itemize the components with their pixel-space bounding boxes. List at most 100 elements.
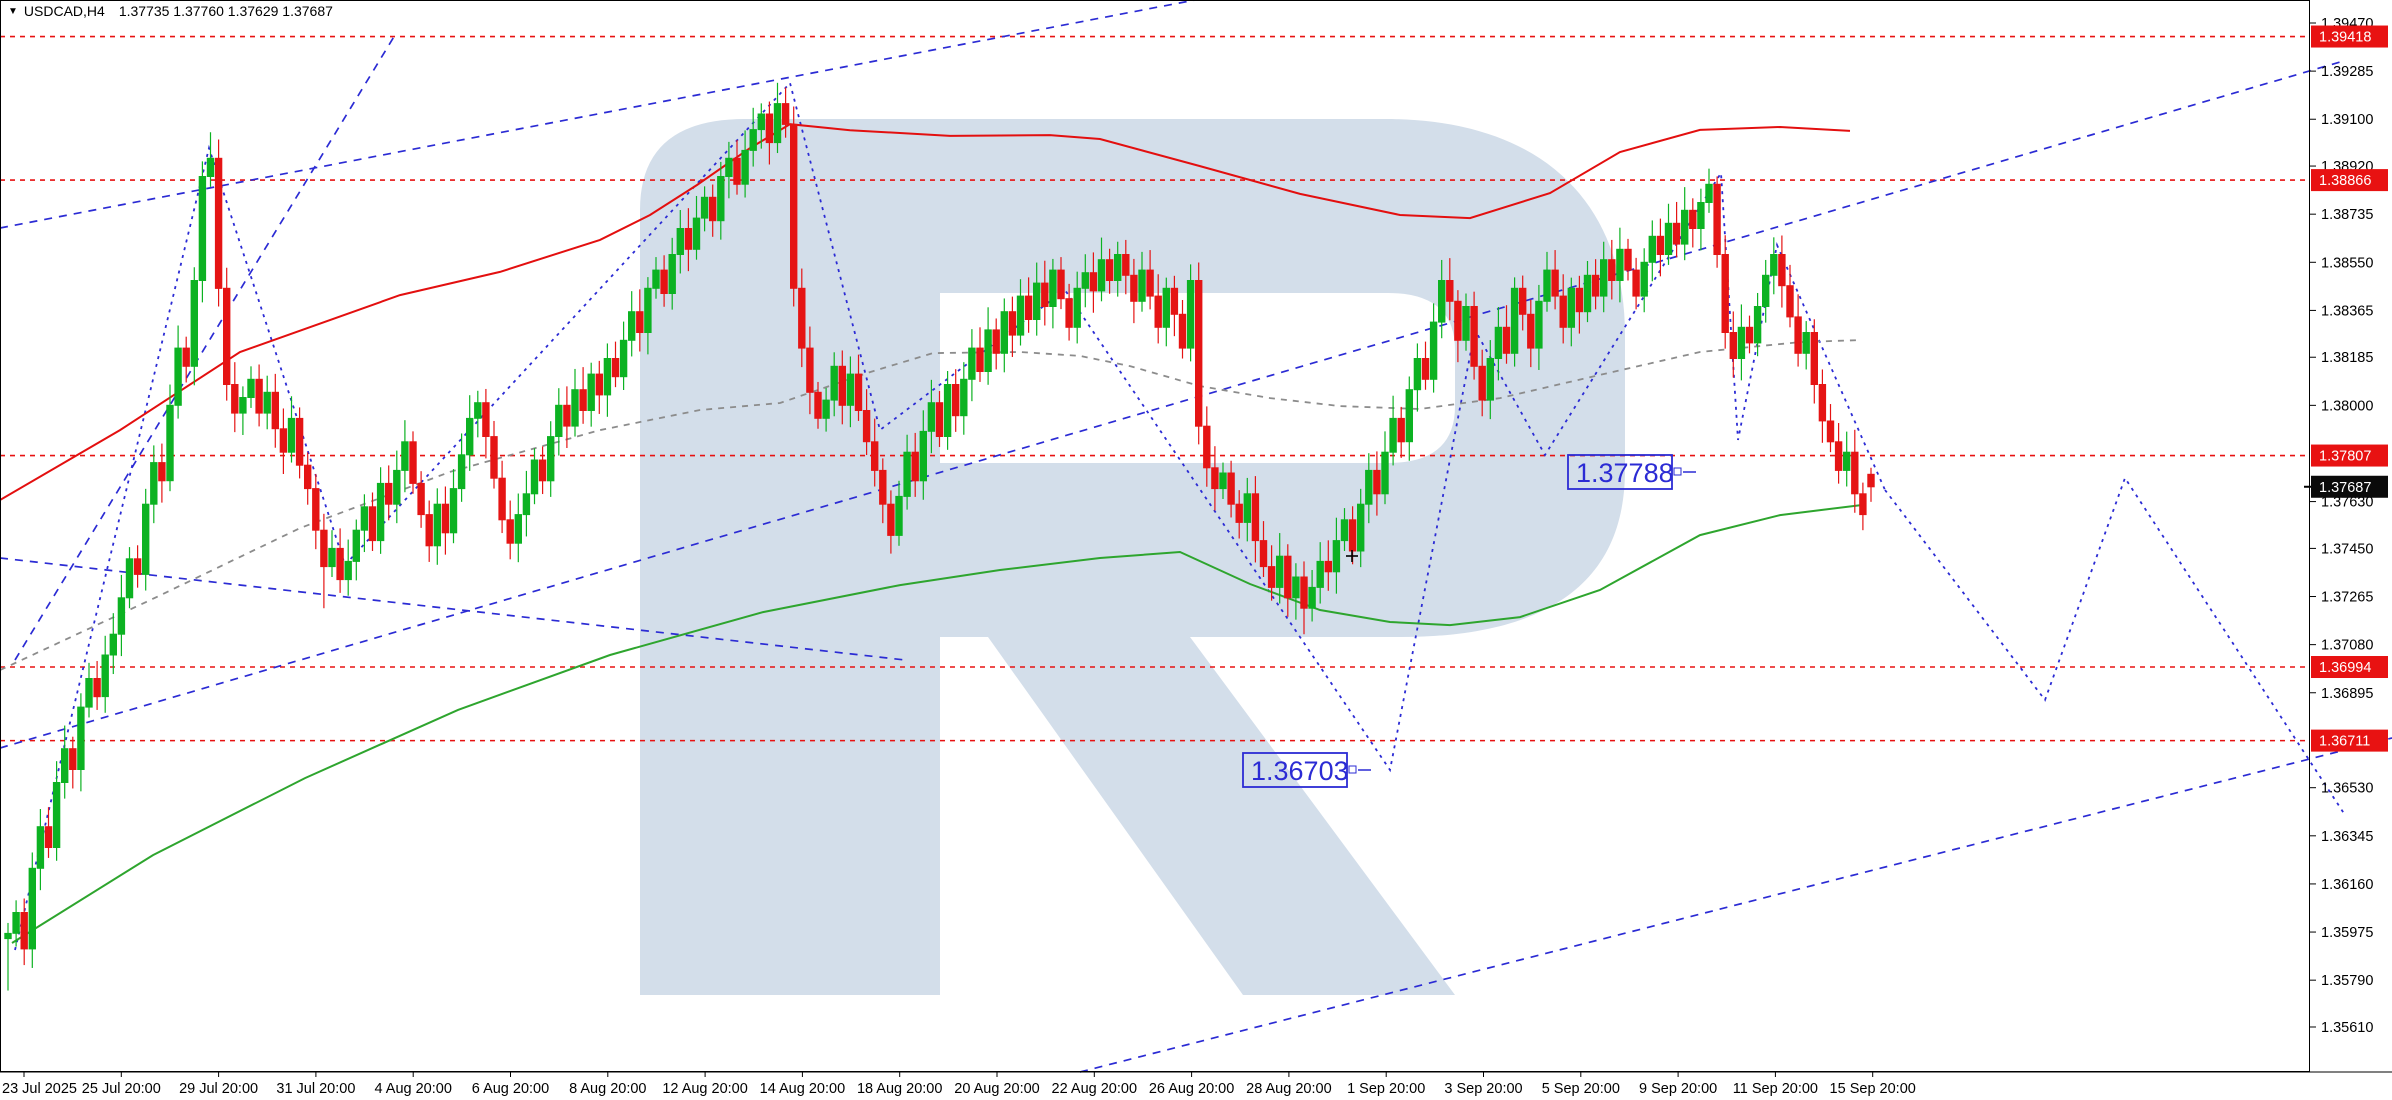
candle-body <box>401 441 409 471</box>
candle-body <box>960 378 968 417</box>
symbol-dropdown-icon[interactable]: ▼ <box>8 6 18 17</box>
price-tick-label: 1.38365 <box>2321 303 2373 319</box>
candle-body <box>271 391 280 430</box>
candle-body <box>806 347 814 393</box>
candle-body <box>1648 235 1656 263</box>
candle-body <box>660 269 668 295</box>
candle-body <box>287 417 296 453</box>
candle-body <box>28 867 37 950</box>
candle-body <box>1276 555 1284 588</box>
time-tick-label: 4 Aug 20:00 <box>374 1081 451 1097</box>
candle-body <box>1770 254 1778 276</box>
candle-body <box>1510 287 1519 354</box>
candle-body <box>336 547 344 581</box>
candle-body <box>109 633 117 656</box>
time-tick-label: 6 Aug 20:00 <box>472 1081 549 1097</box>
trendline <box>0 557 906 661</box>
candle-body <box>1519 287 1527 315</box>
price-tick-label: 1.36895 <box>2321 686 2373 702</box>
price-tick-label: 1.35975 <box>2321 925 2373 941</box>
annotation-price-upper[interactable]: 1.37788 <box>1567 454 1696 490</box>
candle-body <box>1689 209 1697 230</box>
time-tick-label: 25 Jul 20:00 <box>82 1081 161 1097</box>
time-tick-label: 5 Sep 20:00 <box>1542 1081 1620 1097</box>
candle-body <box>328 547 336 568</box>
candle-body <box>1316 560 1324 588</box>
candle-body <box>1462 306 1470 341</box>
price-tick-label: 1.39285 <box>2321 64 2373 80</box>
candle-body <box>968 347 976 380</box>
time-tick-label: 8 Aug 20:00 <box>569 1081 646 1097</box>
annotation-price-upper-handle-icon <box>1673 467 1682 476</box>
candle-body <box>174 347 182 406</box>
candle-body <box>603 358 612 396</box>
candle-body <box>1308 586 1316 609</box>
candle-body <box>1243 493 1251 523</box>
candle-body <box>457 454 466 490</box>
candle-body <box>1251 493 1260 542</box>
current-price-label-bg <box>2311 475 2388 498</box>
candle-body <box>879 469 887 505</box>
level-price-label: 1.37807 <box>2319 449 2371 465</box>
candle-body <box>1097 259 1106 292</box>
level-price-label: 1.36711 <box>2319 734 2370 750</box>
annotation-price-lower[interactable]: 1.36703 <box>1242 752 1371 788</box>
candle-body <box>295 417 304 466</box>
candle-body <box>1073 287 1081 328</box>
candle-body <box>555 404 563 437</box>
candle-body <box>498 477 506 521</box>
candle-body <box>1843 451 1851 471</box>
candle-body <box>700 196 709 219</box>
candle-body <box>182 347 190 367</box>
candle-body <box>1429 321 1438 380</box>
candle-body <box>360 506 369 531</box>
candle-body <box>466 417 474 456</box>
candle-body <box>1413 358 1422 391</box>
candle-body <box>1608 259 1616 282</box>
candle-body <box>1867 473 1875 488</box>
candle-body <box>223 287 231 385</box>
candle-body <box>247 378 255 398</box>
candle-body <box>425 514 433 547</box>
time-tick-label: 11 Sep 20:00 <box>1733 1081 1818 1097</box>
candle-body <box>1794 316 1802 354</box>
zigzag-line <box>14 81 1886 951</box>
time-tick-label: 26 Aug 20:00 <box>1149 1081 1234 1097</box>
candle-body <box>919 430 927 482</box>
candle-body <box>611 358 620 378</box>
candle-body <box>344 560 352 581</box>
time-tick-label: 28 Aug 20:00 <box>1246 1081 1331 1097</box>
price-tick-label: 1.38185 <box>2321 350 2373 366</box>
candle-body <box>1656 235 1665 256</box>
candle-body <box>1713 183 1721 255</box>
candle-body <box>368 506 377 542</box>
time-tick-label: 9 Sep 20:00 <box>1639 1081 1717 1097</box>
candle-body <box>263 391 271 414</box>
time-axis[interactable]: 23 Jul 2025 25 Jul 20:00 29 Jul 20:00 31 Ju… <box>0 1071 2392 1097</box>
candle-body <box>482 402 490 438</box>
candle-body <box>1405 389 1413 443</box>
candle-body <box>142 503 150 575</box>
ma-green-line <box>11 504 1861 944</box>
candle-body <box>1778 254 1786 287</box>
price-axis[interactable]: 1.394701.392851.391001.389201.387351.385… <box>2304 16 2388 1036</box>
time-tick-label: 29 Jul 20:00 <box>179 1081 258 1097</box>
candle-body <box>984 329 992 372</box>
candle-body <box>1583 274 1592 313</box>
candle-body <box>781 103 790 125</box>
candle-body <box>1600 259 1608 297</box>
candle-body <box>1753 306 1762 344</box>
candle-body <box>214 157 223 289</box>
candle-body <box>1235 503 1243 523</box>
candle-body <box>579 389 587 412</box>
price-tick-label: 1.35790 <box>2321 973 2373 989</box>
trendline <box>14 34 396 661</box>
symbol-period-label: USDCAD,H4 <box>23 3 105 19</box>
candle-body <box>312 488 320 531</box>
price-tick-label: 1.37630 <box>2321 495 2373 511</box>
candle-body <box>1365 469 1373 505</box>
candle-body <box>1122 254 1130 276</box>
time-tick-label: 14 Aug 20:00 <box>760 1081 845 1097</box>
candle-body <box>1543 269 1551 302</box>
